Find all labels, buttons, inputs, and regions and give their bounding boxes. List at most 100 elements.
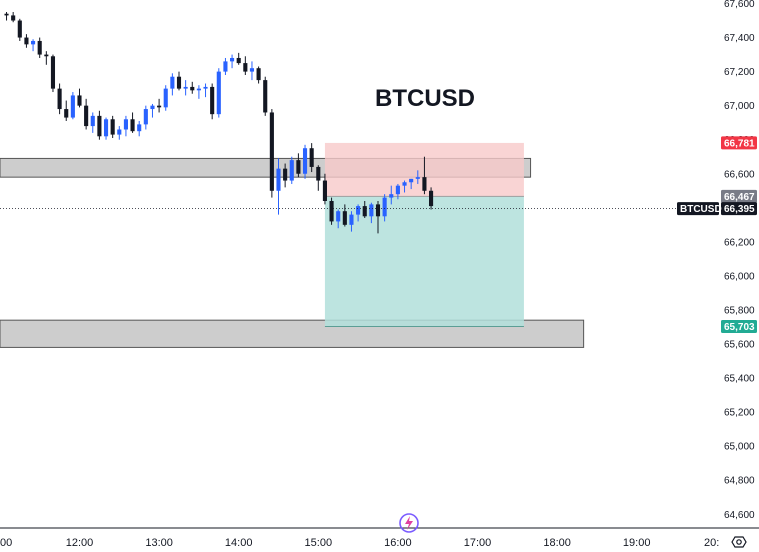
y-tick-label: 64,800: [724, 476, 755, 487]
candle-body: [4, 13, 9, 16]
candle-body: [309, 148, 314, 167]
candle-body: [31, 40, 36, 45]
candle-body: [329, 200, 334, 222]
candle-body: [223, 61, 228, 72]
candle-body: [362, 206, 367, 217]
candle-body: [342, 211, 347, 225]
price-tag-box: [721, 202, 757, 216]
price-tag-label: 66,781: [724, 138, 755, 149]
candle-body: [382, 197, 387, 217]
candle-body: [170, 76, 175, 89]
candle-body: [103, 119, 109, 137]
y-tick-label: 66,200: [724, 237, 755, 248]
candle-body: [110, 119, 115, 135]
y-tick-label: 67,600: [724, 0, 755, 10]
candle-body: [263, 80, 268, 113]
candle-body: [415, 177, 420, 179]
x-tick-label: 19:00: [623, 537, 651, 549]
x-tick-label: 15:00: [305, 537, 333, 549]
candle-body: [296, 160, 301, 174]
y-tick-label: 67,000: [724, 101, 755, 112]
candle-body: [11, 15, 16, 21]
candle-body: [183, 86, 188, 89]
candle-body: [395, 185, 400, 195]
candle-body: [249, 68, 255, 72]
candle-body: [389, 194, 394, 198]
x-tick-label: 17:00: [464, 537, 492, 549]
candle-body: [137, 124, 142, 132]
candle-body: [283, 168, 288, 181]
x-tick-label: 18:00: [543, 537, 571, 549]
y-tick-label: 65,400: [724, 374, 755, 385]
candle-body: [70, 95, 75, 118]
price-tag-stop: 66,781: [721, 136, 757, 150]
y-tick-label: 66,600: [724, 169, 755, 180]
x-tick-label: 14:00: [225, 537, 253, 549]
candle-body: [90, 115, 95, 127]
price-tag-label: 66,395: [724, 204, 755, 215]
candle-body: [409, 178, 414, 183]
chart-title: BTCUSD: [375, 85, 475, 112]
price-tag-label: 66,467: [724, 192, 755, 203]
price-tag-entry: 66,467: [721, 189, 757, 203]
y-tick-label: 65,600: [724, 340, 755, 351]
candle-body: [84, 105, 89, 127]
candle-body: [37, 40, 42, 55]
candle-body: [150, 105, 155, 110]
price-tag-target: 65,703: [721, 319, 757, 333]
settings-icon[interactable]: [730, 534, 748, 550]
take-profit-area: [324, 196, 524, 327]
y-tick-label: 67,400: [724, 33, 755, 44]
candle-body: [210, 86, 215, 115]
candle-body: [302, 148, 308, 174]
y-tick-label: 67,200: [724, 67, 755, 78]
x-tick-label: 12:00: [66, 537, 94, 549]
candle-body: [276, 168, 281, 191]
price-tag-box: [721, 319, 757, 333]
x-tick-label: 13:00: [145, 537, 173, 549]
candle-body: [429, 190, 434, 207]
candle-body: [157, 105, 162, 108]
candle-body: [316, 166, 321, 181]
candle-body: [322, 180, 327, 201]
y-tick-label: 66,000: [724, 271, 755, 282]
candle-body: [24, 37, 29, 45]
x-tick-label: 00: [0, 537, 12, 549]
y-tick-label: 65,200: [724, 408, 755, 419]
candle-body: [17, 20, 22, 38]
candle-body: [130, 119, 135, 132]
price-tag-box: [721, 189, 757, 203]
candle-body: [256, 68, 261, 81]
candle-body: [77, 95, 82, 106]
candle-body: [163, 88, 168, 108]
candle-body: [422, 177, 427, 191]
candle-body: [216, 71, 221, 115]
candle-body: [336, 211, 341, 222]
candle-body: [289, 160, 294, 181]
candle-body: [236, 57, 241, 64]
candle-body: [117, 129, 122, 135]
candle-body: [176, 76, 182, 89]
candle-body: [64, 109, 69, 118]
logo-icon: [399, 513, 419, 533]
candle-body: [50, 56, 56, 89]
candle-body: [369, 204, 374, 217]
candle-body: [375, 204, 381, 217]
y-tick-label: 64,600: [724, 510, 755, 521]
candle-body: [356, 206, 361, 215]
y-tick-label: 65,800: [724, 305, 755, 316]
candle-body: [349, 214, 354, 225]
candle-body: [190, 86, 195, 91]
candle-body: [230, 57, 235, 62]
candle-body: [243, 63, 248, 72]
price-tag-label: 65,703: [724, 322, 755, 333]
candle-body: [203, 86, 208, 89]
candle-body: [44, 54, 49, 57]
y-tick-label: 65,000: [724, 442, 755, 453]
candle-body: [97, 115, 102, 137]
candle-body: [269, 112, 274, 191]
symbol-tag-box: [677, 202, 719, 216]
candle-body: [123, 119, 128, 130]
